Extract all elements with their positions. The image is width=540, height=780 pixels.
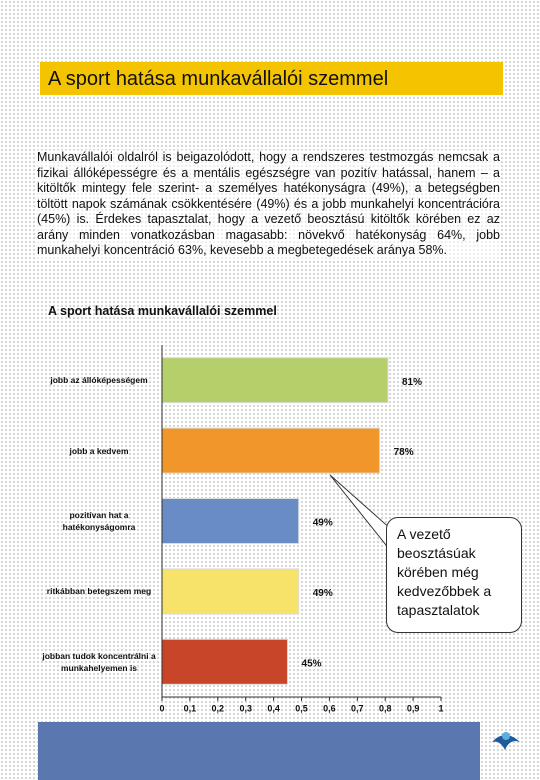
bar [161, 357, 389, 404]
x-tick-label: 0,1 [184, 703, 197, 713]
data-label: 78% [394, 447, 414, 458]
category-label: jobban tudok koncentrálni a munkahelyeme… [42, 650, 156, 673]
title: A sport hatása munkavállalói szemmel [48, 68, 389, 90]
bar [161, 498, 300, 544]
category-label: pozitívan hat a hatékonyságomra [62, 510, 136, 532]
callout: A vezető beosztásúak körében még kedvező… [386, 517, 522, 633]
x-tick-label: 0,9 [407, 703, 420, 713]
callout-pointer [329, 474, 393, 546]
data-label: 45% [302, 658, 322, 669]
bar [161, 568, 300, 615]
bar [161, 638, 289, 685]
data-label: 49% [313, 518, 333, 529]
x-tick-label: 0,3 [239, 703, 252, 713]
x-tick-label: 0,4 [267, 703, 280, 713]
title-bar: A sport hatása munkavállalói szemmel [40, 62, 503, 95]
x-tick-label: 1 [438, 703, 443, 713]
footer-bar [38, 722, 480, 780]
x-tick-label: 0,5 [295, 703, 308, 713]
data-label: 49% [313, 588, 333, 599]
paragraph: Munkavállalói oldalról is beigazolódott,… [37, 150, 500, 259]
x-tick-label: 0,8 [379, 703, 392, 713]
data-label: 81% [402, 377, 422, 388]
x-tick-label: 0,6 [323, 703, 336, 713]
x-tick-label: 0,7 [351, 703, 364, 713]
x-tick-label: 0 [159, 703, 164, 713]
chart-title: A sport hatása munkavállalói szemmel [48, 304, 277, 318]
category-label: jobb a kedvem [69, 445, 129, 456]
category-label: ritkábban betegszem meg [46, 586, 152, 597]
x-tick-label: 0,2 [212, 703, 225, 713]
category-label: jobb az állóképességem [50, 375, 148, 386]
bar [161, 427, 381, 474]
